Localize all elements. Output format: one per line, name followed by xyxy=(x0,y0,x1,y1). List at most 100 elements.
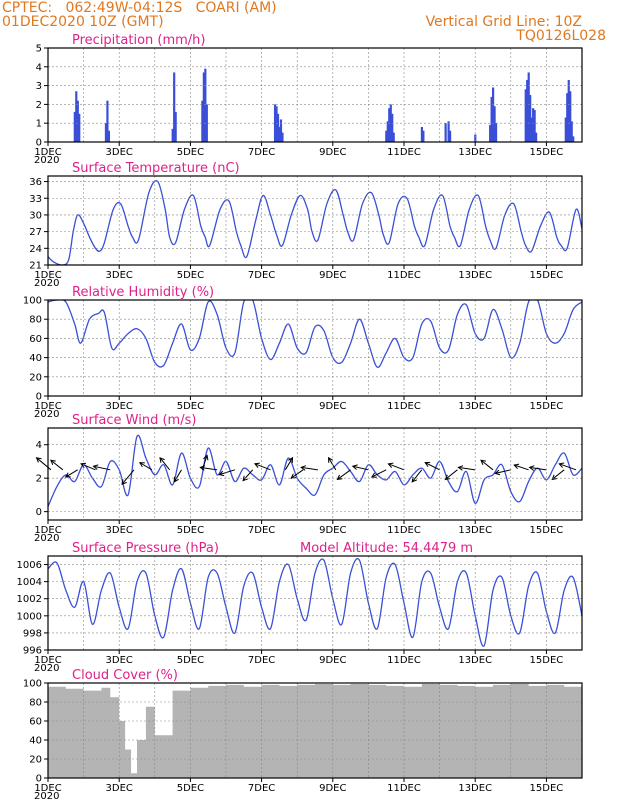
y-tick-label: 60 xyxy=(29,717,42,728)
x-tick-label: 3DEC xyxy=(106,401,133,412)
precip-bar xyxy=(106,100,109,142)
wind-arrow xyxy=(337,469,351,480)
panel-3-frame xyxy=(47,299,583,397)
y-tick-label: 100 xyxy=(23,296,42,307)
wind-arrow-head xyxy=(253,462,260,468)
y-tick-label: 40 xyxy=(29,353,42,364)
precip-bar xyxy=(385,130,388,142)
y-tick-label: 0 xyxy=(36,392,42,403)
x-tick-label: 11DEC xyxy=(387,655,421,666)
y-tick-label: 1 xyxy=(36,119,42,130)
wind-arrow xyxy=(254,463,271,471)
precip-bar xyxy=(474,134,477,142)
precip-bar xyxy=(420,126,423,142)
panel-4-series xyxy=(48,434,582,507)
x-year-label: 2020 xyxy=(34,409,59,420)
precip-bar xyxy=(275,106,278,142)
x-tick-label: 11DEC xyxy=(387,525,421,536)
precip-bar xyxy=(278,126,281,142)
wind-arrow xyxy=(159,457,171,471)
wind-arrow-head xyxy=(287,456,294,463)
precip-bar xyxy=(569,91,572,142)
y-tick-label: 27 xyxy=(29,227,42,238)
x-tick-label: 3DEC xyxy=(106,270,133,281)
precip-bar xyxy=(564,117,567,142)
x-tick-label: 15DEC xyxy=(530,147,564,158)
x-tick-label: 3DEC xyxy=(106,147,133,158)
wind-arrow-head xyxy=(159,457,165,463)
cloud-cover-area xyxy=(48,683,582,778)
x-tick-label: 9DEC xyxy=(319,655,346,666)
panel-4-line xyxy=(48,434,582,507)
panel-5-title: Surface Pressure (hPa) xyxy=(72,541,219,556)
wind-arrow xyxy=(93,465,111,471)
y-tick-label: 0 xyxy=(36,138,42,149)
wind-arrow-head xyxy=(336,474,343,481)
precip-bar xyxy=(174,111,177,142)
precip-bar xyxy=(535,132,538,142)
wind-arrow-head xyxy=(480,459,487,466)
wind-arrow xyxy=(514,464,529,471)
wind-arrow xyxy=(371,469,387,478)
wind-arrow xyxy=(480,459,494,471)
wind-arrow xyxy=(328,457,337,471)
wind-arrow-head xyxy=(387,462,394,468)
wind-arrow-head xyxy=(64,472,71,478)
x-tick-label: 7DEC xyxy=(248,655,275,666)
panel-4-frame xyxy=(47,427,583,521)
panel-1 xyxy=(44,47,583,146)
panel-6-title: Cloud Cover (%) xyxy=(72,668,178,683)
wind-arrow xyxy=(559,463,577,471)
x-tick-label: 11DEC xyxy=(387,401,421,412)
panel-2-frame xyxy=(47,175,583,266)
panel-6-series xyxy=(48,683,582,778)
precip-bar xyxy=(533,110,536,142)
x-tick-label: 15DEC xyxy=(530,401,564,412)
x-tick-label: 7DEC xyxy=(248,147,275,158)
precip-bar xyxy=(281,132,284,142)
y-tick-label: 1002 xyxy=(17,594,42,605)
precip-bar xyxy=(524,89,527,142)
precip-bar xyxy=(107,130,111,142)
y-tick-label: 1000 xyxy=(17,611,42,622)
wind-arrow-head xyxy=(290,473,297,479)
x-tick-label: 5DEC xyxy=(177,147,204,158)
y-tick-label: 100 xyxy=(23,679,42,690)
precip-bar xyxy=(447,121,450,142)
x-tick-label: 5DEC xyxy=(177,655,204,666)
wind-arrow-head xyxy=(218,470,225,477)
wind-arrow-head xyxy=(328,456,334,463)
x-year-label: 2020 xyxy=(34,533,59,544)
panel-5-frame xyxy=(47,555,583,651)
wind-arrow xyxy=(200,466,218,471)
x-tick-label: 3DEC xyxy=(106,655,133,666)
precip-bar xyxy=(204,68,207,142)
x-year-label: 2020 xyxy=(34,278,59,289)
y-tick-label: 60 xyxy=(29,334,42,345)
precip-bar xyxy=(392,132,395,142)
y-tick-label: 4 xyxy=(36,440,42,451)
precip-bar xyxy=(276,113,280,142)
wind-arrow xyxy=(458,466,476,471)
wind-arrow xyxy=(36,457,52,471)
wind-arrow-head xyxy=(558,462,565,468)
wind-arrow-head xyxy=(92,464,99,470)
wind-arrow xyxy=(445,469,458,480)
y-tick-label: 20 xyxy=(29,755,42,766)
y-tick-label: 33 xyxy=(29,194,42,205)
precip-bar xyxy=(78,113,81,142)
x-tick-label: 7DEC xyxy=(248,783,275,794)
precip-bar xyxy=(492,87,495,142)
wind-arrow-head xyxy=(457,465,464,471)
panel-3-title: Relative Humidity (%) xyxy=(72,285,214,300)
x-tick-label: 13DEC xyxy=(458,655,492,666)
wind-arrow xyxy=(284,457,293,471)
wind-arrow xyxy=(65,469,78,478)
y-tick-label: 3 xyxy=(36,81,42,92)
x-tick-label: 3DEC xyxy=(106,783,133,794)
precip-bar xyxy=(386,121,389,142)
precip-bar xyxy=(205,104,208,142)
precip-bar xyxy=(567,79,570,142)
wind-arrow-head xyxy=(173,476,179,483)
